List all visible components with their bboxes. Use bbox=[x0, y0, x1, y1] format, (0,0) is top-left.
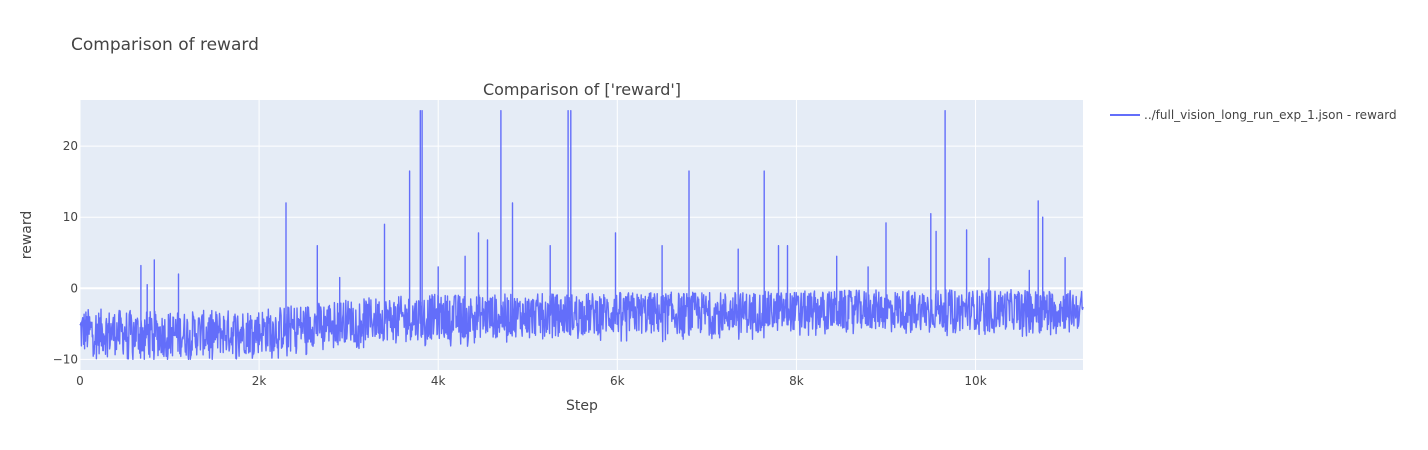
x-tick-label: 0 bbox=[76, 374, 84, 388]
y-tick-label: −10 bbox=[53, 352, 78, 366]
y-tick-label: 10 bbox=[63, 210, 78, 224]
x-tick-label: 10k bbox=[964, 374, 986, 388]
reward-line[interactable] bbox=[79, 110, 1084, 360]
page-title: Comparison of reward bbox=[71, 35, 259, 55]
x-tick-label: 6k bbox=[610, 374, 625, 388]
y-tick-label: 20 bbox=[63, 139, 78, 153]
tick-labels: 0 2k 4k 6k 8k 10k −10 0 10 20 bbox=[53, 139, 987, 388]
legend-label[interactable]: ../full_vision_long_run_exp_1.json - rew… bbox=[1144, 108, 1397, 122]
chart-title: Comparison of ['reward'] bbox=[483, 80, 681, 99]
y-tick-label: 0 bbox=[70, 281, 78, 295]
x-axis-label: Step bbox=[566, 398, 598, 414]
x-tick-label: 2k bbox=[252, 374, 267, 388]
x-tick-label: 8k bbox=[789, 374, 804, 388]
y-axis-label: reward bbox=[19, 211, 35, 260]
series-line[interactable] bbox=[79, 110, 1084, 360]
grid bbox=[79, 100, 1083, 370]
legend[interactable]: ../full_vision_long_run_exp_1.json - rew… bbox=[1110, 108, 1397, 122]
x-tick-label: 4k bbox=[431, 374, 446, 388]
